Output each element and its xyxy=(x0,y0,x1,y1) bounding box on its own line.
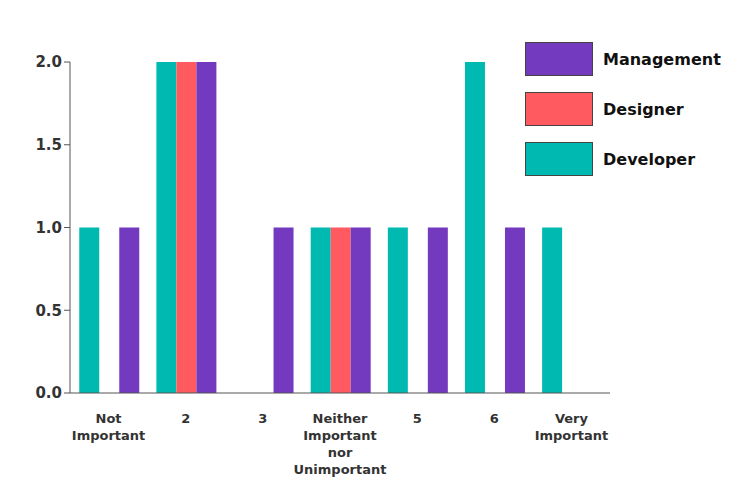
svg-text:2.0: 2.0 xyxy=(35,53,62,71)
html-text:Developer: Developer xyxy=(603,149,696,169)
svg-text:6: 6 xyxy=(490,411,499,426)
svg-text:1.5: 1.5 xyxy=(35,136,62,154)
svg-text:2: 2 xyxy=(181,411,190,426)
svg-text:5: 5 xyxy=(413,411,422,426)
svg-text:0.0: 0.0 xyxy=(35,384,62,402)
html-text:Management: Management xyxy=(603,49,721,69)
svg-text:3: 3 xyxy=(258,411,267,426)
svg-text:VeryImportant: VeryImportant xyxy=(535,411,609,443)
html-text:Designer: Designer xyxy=(603,99,684,119)
svg-text:0.5: 0.5 xyxy=(35,302,62,320)
svg-text:NotImportant: NotImportant xyxy=(72,411,146,443)
svg-text:1.0: 1.0 xyxy=(35,219,62,237)
svg-text:NeitherImportantnorUnimportant: NeitherImportantnorUnimportant xyxy=(294,411,387,477)
